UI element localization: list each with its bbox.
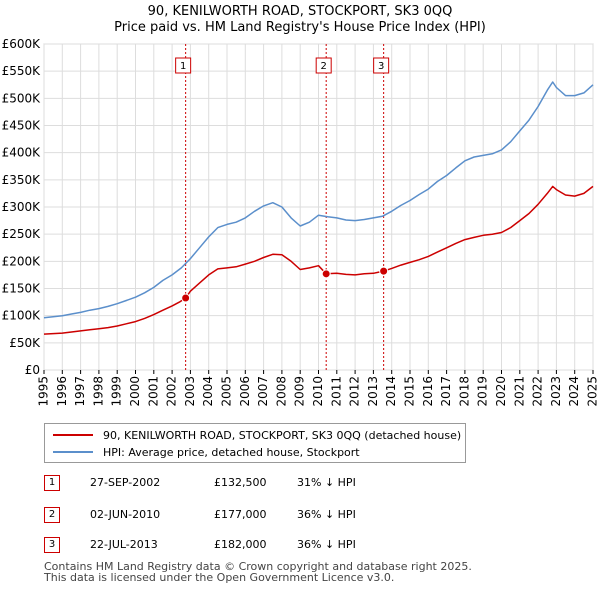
- sale-price: £182,000: [214, 538, 267, 551]
- x-tick-label: 2011: [329, 376, 343, 407]
- sale-row: 3 22-JUL-2013 £182,000 36% ↓ HPI: [44, 537, 564, 555]
- legend-swatch-hpi: [53, 451, 93, 453]
- x-tick-label: 2006: [238, 376, 252, 407]
- sale-point-marker: [181, 293, 191, 303]
- y-tick-label: £350K: [2, 173, 42, 187]
- x-tick-label: 2014: [384, 376, 398, 407]
- legend-label-property: 90, KENILWORTH ROAD, STOCKPORT, SK3 0QQ …: [103, 428, 462, 442]
- sale-number-badge: 1: [44, 475, 60, 491]
- series-line-hpi: [43, 81, 594, 319]
- x-tick-label: 2007: [256, 376, 270, 407]
- y-tick-label: £0: [25, 363, 40, 377]
- legend-swatch-property: [53, 434, 93, 436]
- sale-number-badge: 2: [44, 507, 60, 523]
- x-tick-label: 2025: [586, 376, 600, 407]
- sale-row: 2 02-JUN-2010 £177,000 36% ↓ HPI: [44, 507, 564, 525]
- x-tick-label: 2001: [146, 376, 160, 407]
- x-tick-label: 2017: [439, 376, 453, 407]
- x-tick-label: 2009: [293, 376, 307, 407]
- y-tick-label: £50K: [9, 336, 41, 350]
- sale-price: £177,000: [214, 508, 267, 521]
- footer-attribution: Contains HM Land Registry data © Crown c…: [44, 561, 564, 583]
- sale-label-number: 1: [180, 61, 186, 72]
- x-tick-label: 1996: [55, 376, 69, 407]
- x-tick-label: 2012: [348, 376, 362, 407]
- y-tick-label: £400K: [2, 146, 42, 160]
- series-lines: [43, 81, 594, 335]
- y-tick-label: £550K: [2, 64, 42, 78]
- x-tick-label: 2004: [201, 376, 215, 407]
- sale-date: 27-SEP-2002: [90, 476, 161, 489]
- sale-hpi-diff: 36% ↓ HPI: [297, 508, 356, 521]
- y-tick-label: £150K: [2, 282, 42, 296]
- x-tick-label: 2000: [128, 376, 142, 407]
- x-tick-label: 2024: [567, 376, 581, 407]
- x-tick-label: 1997: [73, 376, 87, 407]
- sale-hpi-diff: 36% ↓ HPI: [297, 538, 356, 551]
- x-tick-label: 1995: [37, 376, 51, 407]
- y-tick-label: £250K: [2, 227, 42, 241]
- x-axis: 1995 1996 1997 1998 1999 2000 2001 2002 2003 2004…: [37, 370, 600, 407]
- price-chart: 1 2 3 £0 £50K £100K £150K £200K £250K £300K £350K…: [2, 37, 600, 407]
- sale-price: £132,500: [214, 476, 267, 489]
- x-tick-label: 2016: [421, 376, 435, 407]
- sale-label-boxes: 1 2 3: [175, 57, 390, 74]
- sale-label-box: [373, 57, 390, 74]
- x-tick-label: 1998: [91, 376, 105, 407]
- x-tick-label: 2008: [274, 376, 288, 407]
- legend-item-hpi: HPI: Average price, detached house, Stoc…: [53, 444, 360, 460]
- x-tick-label: 2019: [476, 376, 490, 407]
- sale-label-box: [315, 57, 332, 74]
- x-tick-label: 2023: [549, 376, 563, 407]
- y-tick-label: £300K: [2, 200, 42, 214]
- x-tick-label: 2022: [531, 376, 545, 407]
- legend-item-property: 90, KENILWORTH ROAD, STOCKPORT, SK3 0QQ …: [53, 427, 461, 443]
- sale-date: 22-JUL-2013: [90, 538, 158, 551]
- footer-line2: This data is licensed under the Open Gov…: [44, 571, 395, 584]
- y-tick-label: £200K: [2, 254, 42, 268]
- legend: 90, KENILWORTH ROAD, STOCKPORT, SK3 0QQ …: [44, 423, 466, 463]
- sale-point-marker: [379, 266, 389, 276]
- sale-label-box: [175, 57, 192, 74]
- sale-row: 1 27-SEP-2002 £132,500 31% ↓ HPI: [44, 475, 564, 493]
- grid-lines: [43, 43, 594, 371]
- y-axis: £0 £50K £100K £150K £200K £250K £300K £350K £400…: [2, 37, 42, 377]
- sale-date: 02-JUN-2010: [90, 508, 161, 521]
- sale-label-number: 2: [320, 61, 326, 72]
- x-tick-label: 2020: [494, 376, 508, 407]
- footer-line1: Contains HM Land Registry data © Crown c…: [44, 560, 472, 573]
- sale-label-number: 3: [378, 61, 384, 72]
- y-tick-label: £600K: [2, 37, 42, 51]
- sale-markers: [181, 266, 389, 303]
- chart-title: 90, KENILWORTH ROAD, STOCKPORT, SK3 0QQ …: [0, 4, 600, 36]
- series-line-property: [43, 185, 594, 335]
- chart-title-line1: 90, KENILWORTH ROAD, STOCKPORT, SK3 0QQ: [147, 4, 453, 19]
- chart-title-line2: Price paid vs. HM Land Registry's House …: [114, 20, 486, 35]
- y-tick-label: £500K: [2, 91, 42, 105]
- x-tick-label: 2015: [403, 376, 417, 407]
- x-tick-label: 2010: [311, 376, 325, 407]
- y-tick-label: £450K: [2, 119, 42, 133]
- x-tick-label: 1999: [110, 376, 124, 407]
- y-tick-label: £100K: [2, 309, 42, 323]
- legend-label-hpi: HPI: Average price, detached house, Stoc…: [103, 445, 360, 459]
- x-tick-label: 2002: [165, 376, 179, 407]
- sale-point-marker: [321, 269, 331, 279]
- x-tick-label: 2021: [512, 376, 526, 407]
- sale-hpi-diff: 31% ↓ HPI: [297, 476, 356, 489]
- x-tick-label: 2013: [366, 376, 380, 407]
- sale-number-badge: 3: [44, 537, 60, 553]
- x-tick-label: 2005: [220, 376, 234, 407]
- x-tick-label: 2003: [183, 376, 197, 407]
- x-tick-label: 2018: [457, 376, 471, 407]
